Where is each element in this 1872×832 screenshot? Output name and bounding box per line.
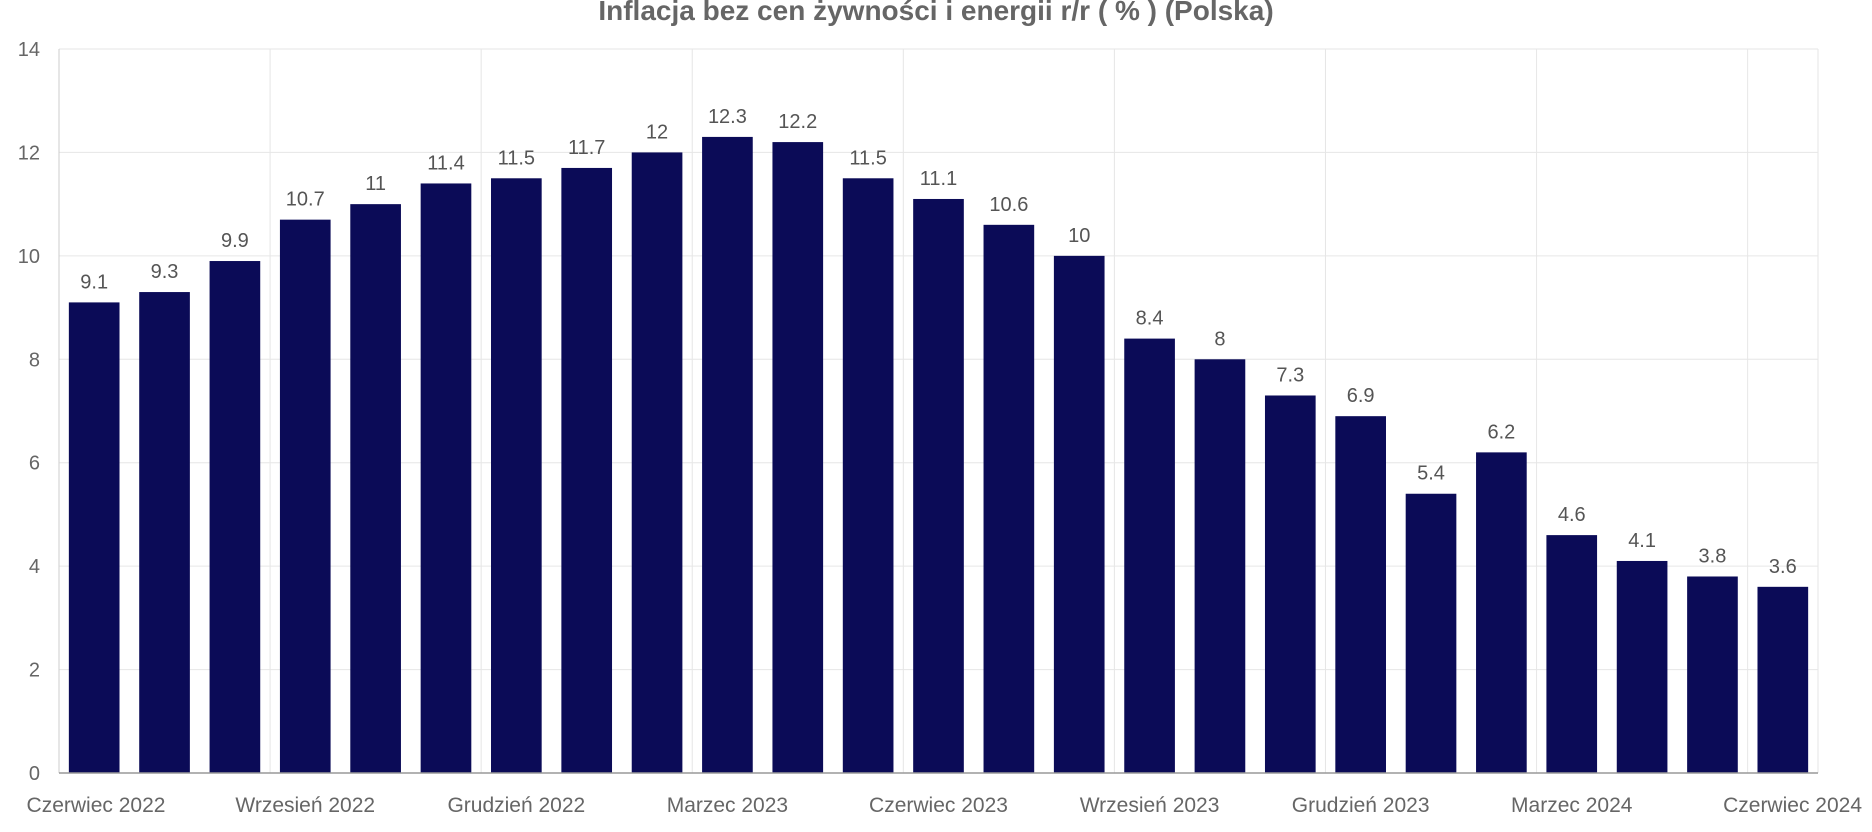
- x-tick-label: Marzec 2024: [1511, 794, 1633, 817]
- bar-value-label: 10: [1068, 225, 1090, 247]
- y-tick-label: 0: [29, 763, 40, 785]
- x-axis: Czerwiec 2022 Wrzesień 2022 Grudzień 2022 M…: [27, 772, 1862, 817]
- bar-value-label: 12.2: [778, 111, 817, 133]
- bar: [350, 204, 401, 774]
- chart-title: Inflacja bez cen żywności i energii r/r …: [598, 0, 1273, 26]
- y-tick-label: 6: [29, 453, 40, 475]
- x-tick-label: Marzec 2023: [667, 794, 788, 817]
- bar-value-label: 11: [365, 173, 386, 195]
- bar: [983, 224, 1035, 774]
- bar-value-label: 3.6: [1769, 556, 1797, 578]
- bar-value-label: 10.6: [989, 194, 1028, 216]
- x-tick-label: Grudzień 2023: [1292, 794, 1430, 817]
- x-tick-label: Grudzień 2022: [447, 794, 585, 817]
- bar: [279, 219, 331, 773]
- bar: [68, 302, 120, 773]
- bar: [1335, 416, 1386, 773]
- y-axis: 0 2 4 6 8 10 12 14: [18, 39, 60, 785]
- bar-value-label: 6.9: [1347, 385, 1375, 407]
- bar-value-label: 8: [1214, 328, 1225, 350]
- y-tick-label: 2: [29, 660, 40, 682]
- bar-value-label: 11.5: [849, 147, 886, 169]
- bar: [139, 292, 190, 773]
- x-tick-label: Czerwiec 2023: [869, 794, 1008, 817]
- y-tick-label: 12: [18, 142, 40, 164]
- bar-value-label: 4.1: [1628, 530, 1656, 552]
- bar: [1546, 535, 1598, 773]
- y-tick-label: 14: [18, 39, 40, 61]
- bar: [1194, 359, 1246, 773]
- bar: [209, 261, 261, 773]
- bar: [772, 142, 824, 774]
- x-tick-label: Wrzesień 2023: [1080, 794, 1220, 817]
- bar: [1687, 576, 1738, 773]
- bar-value-label: 9.9: [221, 230, 249, 252]
- bar-value-label: 11.5: [498, 147, 535, 169]
- x-tick-label: Czerwiec 2022: [27, 794, 166, 817]
- bar-value-label: 3.8: [1699, 545, 1727, 567]
- bars: [68, 136, 1809, 774]
- bar-value-label: 6.2: [1487, 421, 1515, 443]
- x-tick-label: Czerwiec 2024: [1723, 794, 1862, 817]
- bar-value-label: 7.3: [1276, 364, 1304, 386]
- y-tick-label: 8: [29, 349, 40, 371]
- bar: [1264, 395, 1316, 773]
- bar-value-label: 9.3: [151, 261, 179, 283]
- bar: [842, 178, 894, 774]
- y-tick-label: 4: [29, 556, 40, 578]
- bar-value-label: 12: [646, 121, 668, 143]
- bar-value-label: 11.4: [427, 152, 464, 174]
- bar-value-label: 12.3: [708, 106, 747, 128]
- bar: [1053, 255, 1105, 773]
- bar: [913, 198, 964, 773]
- bar-value-label: 8.4: [1136, 308, 1164, 330]
- bar-value-label: 4.6: [1558, 504, 1586, 526]
- bar-value-label: 11.7: [568, 137, 605, 159]
- bar: [702, 136, 753, 773]
- data-labels: 9.1 9.3 9.9 10.7 11 11.4 11.5 11.7 12 12.3 12.2 11.…: [80, 106, 1796, 578]
- bar: [631, 152, 683, 773]
- bar-value-label: 11.1: [920, 168, 957, 190]
- bar-value-label: 10.7: [286, 189, 325, 211]
- bar-value-label: 9.1: [80, 271, 108, 293]
- bar: [1405, 493, 1457, 773]
- bar: [1124, 338, 1175, 773]
- bar: [1616, 560, 1668, 773]
- bar: [1476, 452, 1527, 773]
- y-tick-label: 10: [18, 246, 40, 268]
- bar: [491, 178, 542, 774]
- bar: [561, 167, 613, 773]
- bar-value-label: 5.4: [1417, 463, 1445, 485]
- bar: [1757, 586, 1809, 773]
- x-tick-label: Wrzesień 2022: [235, 794, 375, 817]
- bar: [420, 183, 472, 773]
